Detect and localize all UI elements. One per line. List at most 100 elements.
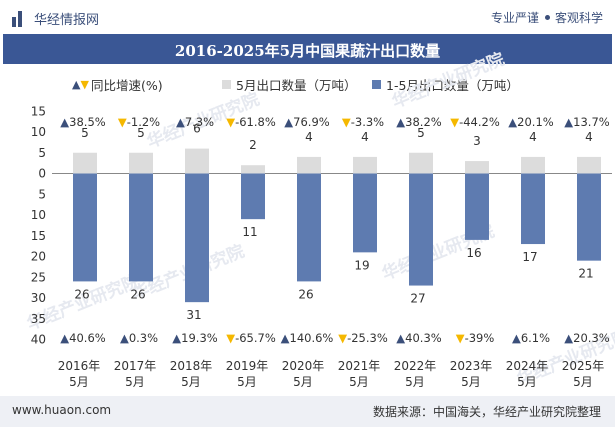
dot-icon [544,15,550,20]
slogan: 专业严谨 客观科学 [491,9,603,26]
bar-cum [297,173,321,282]
bar-cum-label: 17 [522,250,537,264]
x-tick-label-year: 2021年 [338,359,381,373]
bar-may [577,156,601,174]
x-tick-label-month: 5月 [517,375,537,389]
growth-cum-label: ▲20.3% [564,331,609,345]
growth-value: 0.3% [129,331,158,345]
bar-may-label: 4 [305,130,313,144]
triangle-up-icon: ▲ [72,78,81,91]
y-tick-label: 15 [31,104,46,118]
triangle-up-icon: ▲ [281,331,290,345]
growth-cum-label: ▼-39% [456,331,495,345]
x-tick-label-year: 2022年 [394,359,437,373]
bar-may-label: 6 [193,122,201,136]
triangle-up-icon: ▲ [396,331,405,345]
growth-value: 6.1% [521,331,550,345]
chart-title: 2016-2025年5月中国果蔬汁出口数量 [174,42,441,60]
bar-cum [409,173,433,286]
x-tick-label-month: 5月 [125,375,145,389]
legend-cum-swatch [372,80,381,89]
x-tick-label-month: 5月 [461,375,481,389]
bar-may-label: 3 [473,134,481,148]
bar-cum-label: 26 [298,287,313,301]
legend-growth: ▲ ▼ 同比增速(%) [72,75,163,94]
growth-may-label: ▲38.2% [396,115,441,129]
title-bar: 2016-2025年5月中国果蔬汁出口数量 [3,34,612,64]
x-tick-label-month: 5月 [349,375,369,389]
bar-cum [577,173,601,261]
bar-may-label: 2 [249,138,257,152]
legend-growth-label: 同比增速(%) [90,78,163,93]
legend-may-label: 5月出口数量（万吨） [236,78,357,93]
bar-cum [129,173,153,282]
y-tick-label: 5 [38,146,46,160]
y-tick-label: 10 [31,125,46,139]
bar-cum [241,173,265,220]
growth-cum-label: ▼-65.7% [226,331,276,345]
growth-may-label: ▲7.3% [176,115,214,129]
bar-cum [185,173,209,303]
growth-cum-label: ▲140.6% [281,331,334,345]
triangle-up-icon: ▲ [172,331,181,345]
x-tick-label-year: 2024年 [506,359,549,373]
triangle-up-icon: ▲ [120,331,129,345]
triangle-up-icon: ▲ [564,115,573,129]
bar-may [409,152,433,174]
bar-cum-label: 11 [242,225,257,239]
growth-may-label: ▲38.5% [60,115,105,129]
slogan-2: 客观科学 [554,11,603,25]
bar-may-label: 5 [137,126,145,140]
y-tick-label: 35 [31,312,46,326]
bar-may [297,156,321,174]
bar-may-label: 5 [417,126,425,140]
growth-may-label: ▼-3.3% [342,115,384,129]
growth-value: -61.8% [235,115,276,129]
bar-may [521,156,545,174]
growth-value: -44.2% [459,115,500,129]
growth-cum-label: ▲40.6% [60,331,105,345]
y-tick-label: 15 [31,229,46,243]
bar-may-label: 4 [529,130,537,144]
growth-cum-label: ▼-25.3% [338,331,388,345]
legend-may-swatch [222,80,231,89]
growth-value: -39% [465,331,495,345]
growth-cum-label: ▲19.3% [172,331,217,345]
growth-value: 20.1% [517,115,554,129]
triangle-down-icon: ▼ [450,115,459,129]
triangle-down-icon: ▼ [118,115,127,129]
x-tick-label-month: 5月 [293,375,313,389]
growth-value: 19.3% [181,331,218,345]
growth-value: 7.3% [185,115,214,129]
growth-value: 13.7% [573,115,610,129]
bar-cum [521,173,545,245]
legend-cum: 1-5月出口数量（万吨） [372,75,519,94]
x-tick-label-year: 2018年 [170,359,213,373]
growth-may-label: ▲76.9% [284,115,329,129]
chart-area: 华经产业研究院华经产业研究院华经产业研究院华经产业研究院华经产业研究院华经产业研… [24,49,615,390]
bar-cum-label: 21 [578,267,593,281]
x-tick-label-month: 5月 [181,375,201,389]
x-tick-label-month: 5月 [237,375,257,389]
legend-cum-label: 1-5月出口数量（万吨） [386,78,519,93]
bar-may [185,148,209,174]
growth-cum-label: ▲40.3% [396,331,441,345]
bar-cum-label: 27 [410,292,425,306]
triangle-down-icon: ▼ [80,78,89,91]
bar-cum [465,173,489,240]
x-tick-label-year: 2017年 [114,359,157,373]
triangle-up-icon: ▲ [60,115,69,129]
triangle-down-icon: ▼ [456,331,465,345]
x-tick-label-month: 5月 [405,375,425,389]
growth-cum-label: ▲0.3% [120,331,158,345]
growth-may-label: ▼-61.8% [226,115,276,129]
x-tick-label-month: 5月 [69,375,89,389]
bar-may-label: 4 [585,130,593,144]
triangle-up-icon: ▲ [176,115,185,129]
growth-value: -65.7% [235,331,276,345]
triangle-down-icon: ▼ [226,115,235,129]
bar-may-label: 5 [81,126,89,140]
triangle-up-icon: ▲ [284,115,293,129]
brand-logo-icon [12,10,28,27]
y-tick-label: 10 [31,208,46,222]
